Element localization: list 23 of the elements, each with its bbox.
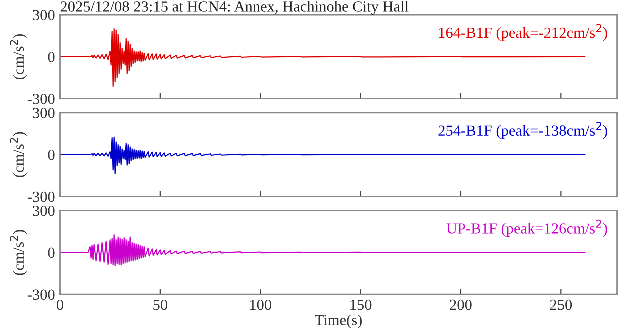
y-tick-label: -300 bbox=[28, 192, 55, 202]
x-axis-title: Time(s) bbox=[315, 314, 362, 329]
y-axis-title: (cm/s$^{2}$) bbox=[10, 34, 28, 80]
x-tick-label: 250 bbox=[550, 300, 572, 310]
y-tick-label: 300 bbox=[33, 10, 55, 20]
y-tick-label: 0 bbox=[48, 52, 55, 62]
y-tick-label: -300 bbox=[28, 94, 55, 104]
y-axis-title: (cm/s$^{2}$) bbox=[10, 230, 28, 276]
y-tick-label: 0 bbox=[48, 150, 55, 160]
x-tick-label: 100 bbox=[250, 300, 272, 310]
y-tick-label: 300 bbox=[33, 108, 55, 118]
series-label: 164-B1F (peak=-212cm/s$^{2}$) bbox=[439, 24, 608, 42]
x-tick-label: 150 bbox=[350, 300, 372, 310]
y-tick-label: 300 bbox=[33, 206, 55, 216]
x-tick-label: 0 bbox=[57, 300, 64, 310]
y-axis-title: (cm/s$^{2}$) bbox=[10, 132, 28, 178]
series-label: UP-B1F (peak=126cm/s$^{2}$) bbox=[446, 220, 608, 237]
y-tick-label: 0 bbox=[48, 248, 55, 258]
series-label: 254-B1F (peak=-138cm/s$^{2}$) bbox=[438, 122, 608, 140]
x-tick-label: 200 bbox=[450, 300, 472, 310]
y-tick-label: -300 bbox=[28, 290, 55, 300]
chart-title: 2025/12/08 23:15 at HCN4: Annex, Hachinohe City Hall bbox=[60, 1, 409, 16]
x-tick-label: 50 bbox=[154, 300, 168, 310]
